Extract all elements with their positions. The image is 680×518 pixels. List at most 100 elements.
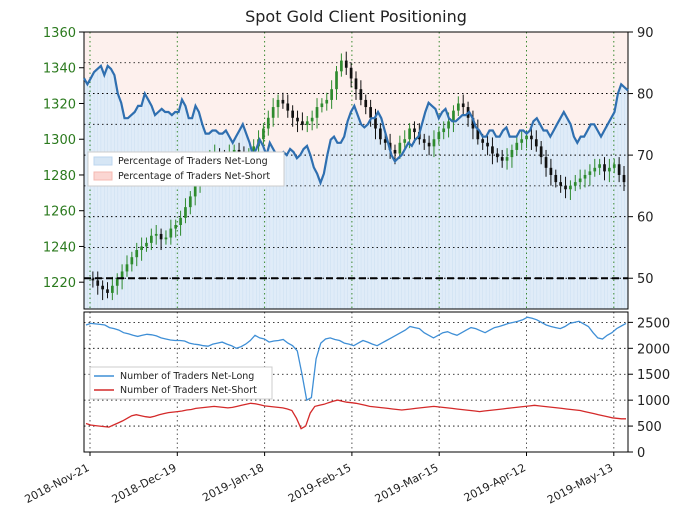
candle-body [262, 128, 265, 140]
candle-body [608, 167, 611, 172]
candle-body [588, 171, 592, 175]
candle-body [296, 117, 299, 122]
candle-body [598, 164, 601, 168]
date-label: 2019-May-13 [545, 461, 615, 507]
traders-net-long-line [85, 316, 627, 402]
top-legend: Percentage of Traders Net-Long Percentag… [87, 151, 285, 187]
candle-body [111, 285, 114, 293]
candle-body [520, 139, 524, 143]
candle-body [452, 110, 455, 122]
candle-body [344, 60, 348, 68]
candle-body [544, 157, 548, 168]
candle-body [578, 178, 582, 183]
top-legend-box [87, 151, 285, 187]
candle-body [500, 157, 504, 161]
left-axis-label: 1360 [43, 26, 76, 41]
candle-body [145, 242, 148, 247]
bottom-legend-box [89, 366, 273, 400]
candle-body [115, 278, 119, 286]
candle-body [617, 164, 621, 175]
legend-swatch-net-short [93, 171, 113, 181]
date-label: 2019-Jan-18 [200, 461, 266, 504]
candle-body [583, 174, 587, 179]
legend-label-net-short: Percentage of Traders Net-Short [118, 171, 270, 182]
right-axis-label: 50 [637, 272, 654, 287]
candle-body [369, 107, 372, 118]
candle-body [383, 139, 387, 143]
bottom-panel-frame [83, 311, 629, 453]
date-label: 2018-Nov-21 [23, 461, 92, 506]
candle-body [149, 235, 153, 243]
date-label: 2019-Mar-15 [373, 461, 441, 505]
count-axis-label: 1000 [637, 394, 670, 409]
candle-body [174, 225, 178, 229]
candle-body [534, 139, 538, 147]
candle-body [340, 60, 343, 72]
candle-body [305, 121, 309, 125]
net-long-pct-line [83, 63, 629, 186]
candle-body [91, 278, 95, 281]
candle-body [515, 142, 519, 150]
candle-body [335, 71, 338, 90]
candle-body [471, 117, 475, 129]
candle-body [325, 99, 329, 104]
candle-body [266, 117, 270, 129]
candle-body [398, 142, 402, 154]
candle-body [193, 182, 197, 197]
candle-body [476, 128, 480, 140]
candle-body [159, 233, 163, 240]
candle-body [374, 117, 377, 129]
candle-body [554, 174, 558, 183]
left-axis-label: 1260 [43, 205, 76, 220]
left-axis-label: 1300 [43, 133, 76, 148]
left-axis-label: 1240 [43, 240, 76, 255]
count-axis-label: 1500 [637, 368, 670, 383]
right-axis-label: 80 [637, 88, 654, 103]
candle-body [622, 174, 626, 183]
candle-body [130, 257, 134, 265]
count-axis-label: 2500 [637, 316, 670, 331]
candle-body [481, 139, 485, 143]
candle-body [379, 128, 382, 140]
candle-body [569, 185, 572, 190]
right-axis-label: 90 [637, 26, 654, 41]
top-panel-frame [83, 31, 629, 310]
count-axis-label: 2000 [637, 342, 670, 357]
candle-body [437, 132, 441, 140]
candle-body [271, 107, 275, 118]
candle-body [447, 121, 450, 129]
candle-body [106, 289, 109, 293]
candle-body [354, 78, 358, 90]
candle-body [495, 153, 499, 158]
candle-body [359, 89, 363, 100]
candle-body [564, 185, 567, 190]
candle-body [140, 246, 143, 251]
candle-body [603, 164, 606, 172]
candle-body [539, 146, 543, 158]
left-axis-label: 1320 [43, 97, 76, 112]
legend-swatch-net-long [93, 156, 113, 166]
candle-body [432, 139, 436, 147]
date-label: 2019-Feb-15 [286, 461, 353, 505]
candle-body [179, 217, 182, 226]
candle-body [510, 149, 514, 158]
candle-body [169, 228, 173, 238]
candle-body [188, 196, 192, 208]
traders-net-short-line [85, 399, 626, 430]
candle-body [125, 264, 129, 272]
candle-body [393, 149, 397, 154]
date-label: 2018-Dec-19 [110, 461, 179, 506]
candle-body [593, 167, 597, 172]
right-axis-label: 60 [637, 211, 654, 226]
candle-body [364, 99, 368, 108]
candle-body [276, 99, 280, 108]
candle-body [573, 182, 577, 186]
candle-body [612, 164, 616, 168]
candle-body [154, 233, 158, 236]
candle-body [301, 121, 304, 125]
chart-title: Spot Gold Client Positioning [245, 7, 467, 26]
candle-body [281, 99, 285, 104]
legend-label-traders-long: Number of Traders Net-Long [120, 371, 254, 382]
